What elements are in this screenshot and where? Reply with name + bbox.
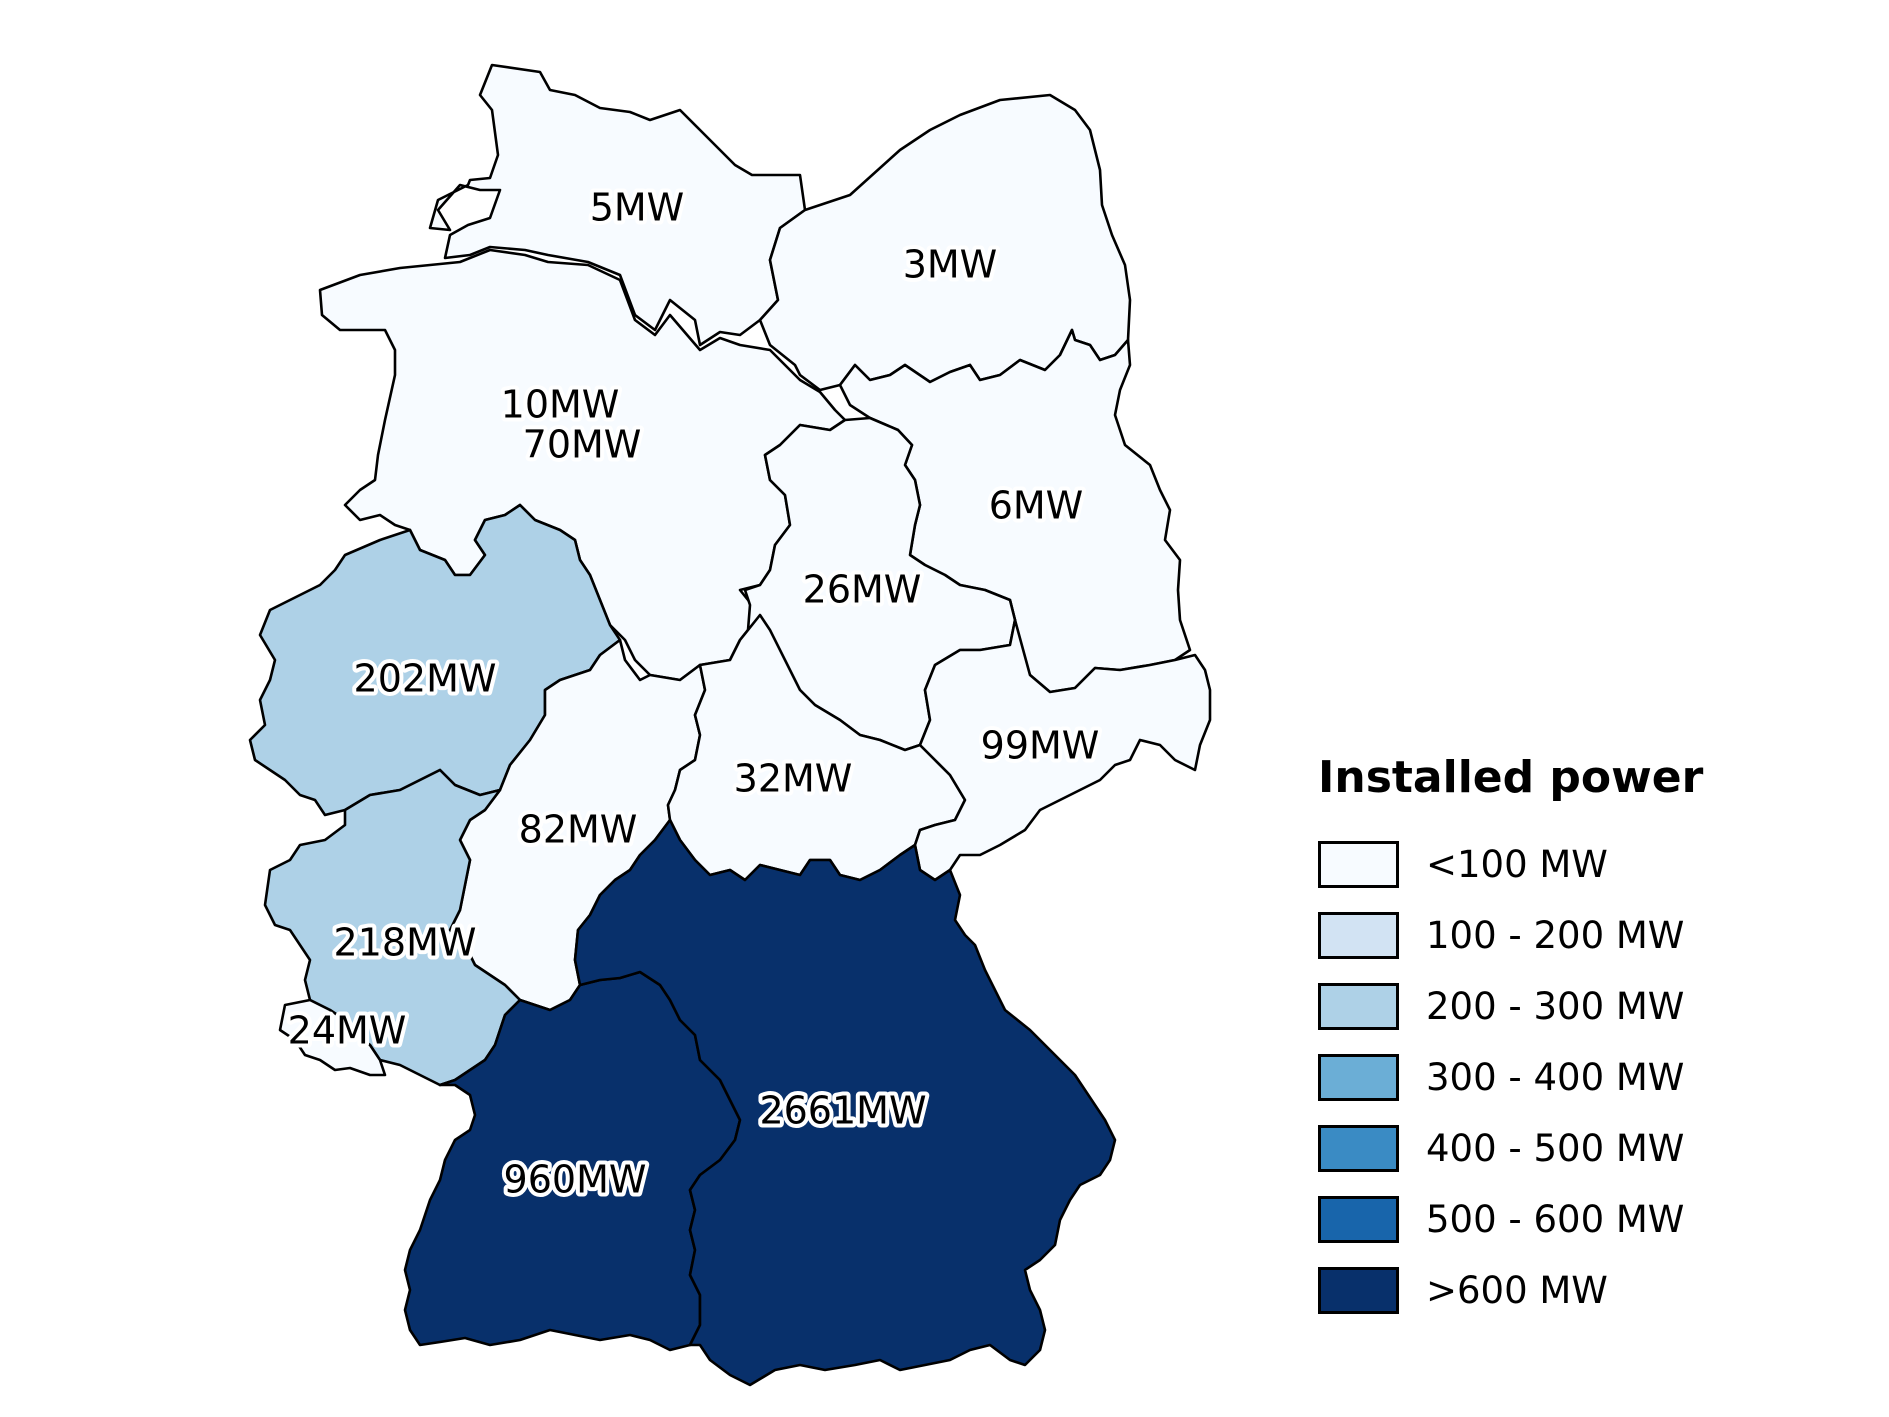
region-label: 32MW [734, 757, 853, 801]
legend-label: 300 - 400 MW [1426, 1056, 1685, 1099]
legend-swatch [1318, 1125, 1399, 1172]
region-label: 24MW [288, 1009, 407, 1053]
legend: Installed power <100 MW 100 - 200 MW 200… [1318, 752, 1703, 1326]
region-label: 10MW [501, 383, 620, 427]
legend-item: <100 MW [1318, 829, 1703, 900]
region-bayern[interactable] [573, 818, 1117, 1387]
region-label: 99MW [981, 724, 1100, 768]
region-label: 218MW [334, 921, 477, 965]
legend-label: >600 MW [1426, 1269, 1608, 1312]
legend-label: 100 - 200 MW [1426, 914, 1685, 957]
region-label: 5MW [590, 186, 685, 230]
legend-swatch [1318, 1267, 1399, 1314]
region-sachsen[interactable] [913, 618, 1212, 882]
legend-title: Installed power [1318, 752, 1704, 803]
legend-swatch [1318, 1196, 1399, 1243]
legend-label: 500 - 600 MW [1426, 1198, 1685, 1241]
legend-label: 400 - 500 MW [1426, 1127, 1685, 1170]
legend-item: 400 - 500 MW [1318, 1113, 1703, 1184]
region-label: 960MW [504, 1158, 647, 1202]
legend-label: <100 MW [1426, 843, 1608, 886]
region-label: 6MW [989, 484, 1084, 528]
legend-swatch [1318, 983, 1399, 1030]
legend-item: >600 MW [1318, 1255, 1703, 1326]
region-label: 26MW [803, 568, 922, 612]
region-saarland[interactable] [278, 998, 387, 1077]
region-label: 70MW [523, 423, 642, 467]
legend-item: 500 - 600 MW [1318, 1184, 1703, 1255]
region-label: 202MW [354, 657, 497, 701]
legend-swatch [1318, 912, 1399, 959]
region-label: 2661MW [759, 1089, 926, 1133]
legend-item: 100 - 200 MW [1318, 900, 1703, 971]
region-label: 3MW [903, 243, 998, 287]
region-label: 82MW [519, 808, 638, 852]
legend-item: 300 - 400 MW [1318, 1042, 1703, 1113]
legend-swatch [1318, 1054, 1399, 1101]
legend-item: 200 - 300 MW [1318, 971, 1703, 1042]
legend-swatch [1318, 841, 1399, 888]
legend-label: 200 - 300 MW [1426, 985, 1685, 1028]
region-schleswig-holstein[interactable] [428, 63, 807, 347]
